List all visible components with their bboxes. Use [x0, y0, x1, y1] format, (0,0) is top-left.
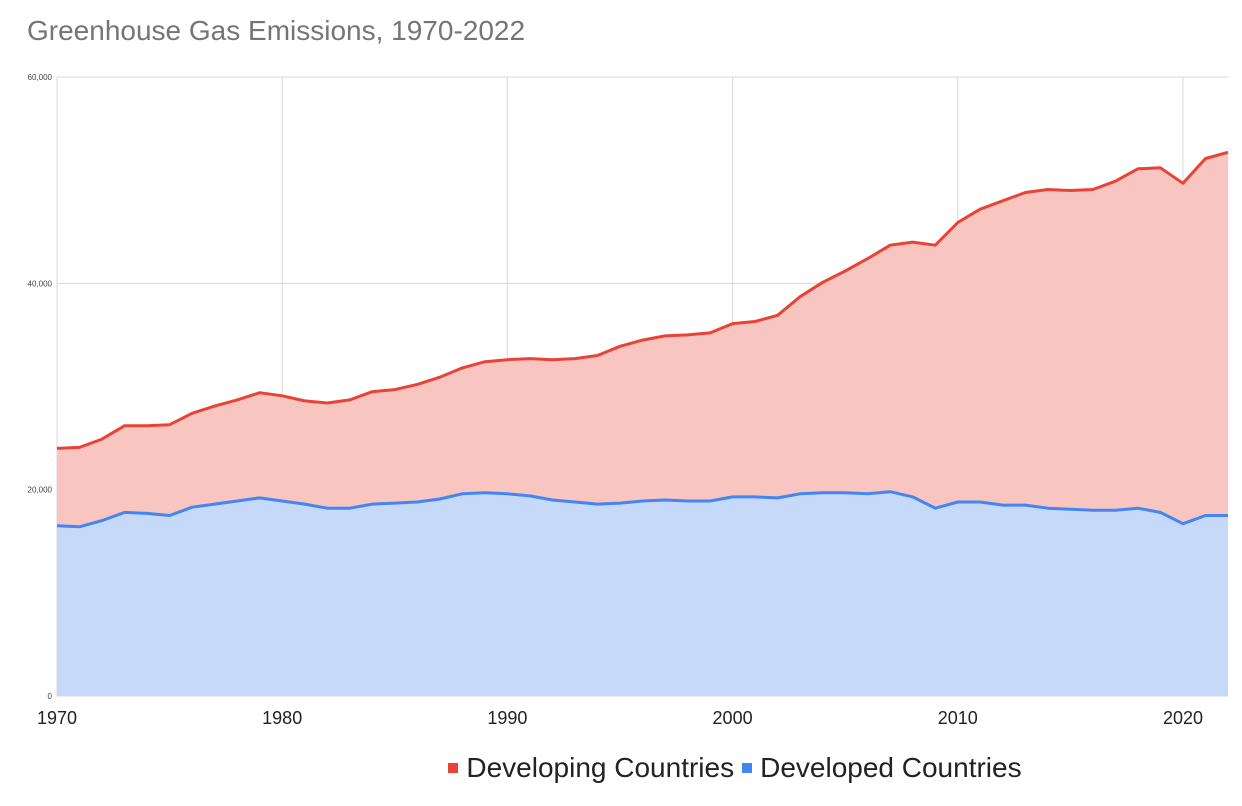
legend: Developing Countries Developed Countries	[0, 752, 1242, 784]
line-developed	[56, 490, 1228, 529]
legend-item-developing[interactable]: Developing Countries	[444, 752, 734, 784]
y-tick-label: 60,000	[28, 73, 53, 82]
legend-swatch-developing	[448, 763, 459, 773]
legend-label-developed: Developed Countries	[760, 752, 1022, 783]
legend-swatch-developed	[742, 763, 753, 773]
legend-item-developed[interactable]: Developed Countries	[738, 752, 1022, 784]
x-tick-label: 2020	[1163, 708, 1203, 728]
y-tick-label: 20,000	[28, 486, 53, 495]
y-tick-label: 0	[48, 692, 53, 701]
area-developed	[57, 491, 1228, 696]
legend-label-developing: Developing Countries	[466, 752, 735, 783]
x-tick-label: 1980	[262, 708, 302, 728]
x-tick-label: 2000	[713, 708, 753, 728]
area-fills	[57, 152, 1228, 696]
y-tick-label: 40,000	[28, 279, 53, 288]
series-lines	[56, 150, 1229, 529]
axes: 0 20,000 40,000 60,000 1970 1980 1990 2000 2010 2…	[28, 73, 1203, 728]
line-developing	[56, 150, 1229, 450]
x-tick-label: 2010	[938, 708, 978, 728]
x-tick-label: 1970	[37, 708, 77, 728]
x-tick-label: 1990	[487, 708, 527, 728]
chart-title: Greenhouse Gas Emissions, 1970-2022	[27, 15, 526, 46]
